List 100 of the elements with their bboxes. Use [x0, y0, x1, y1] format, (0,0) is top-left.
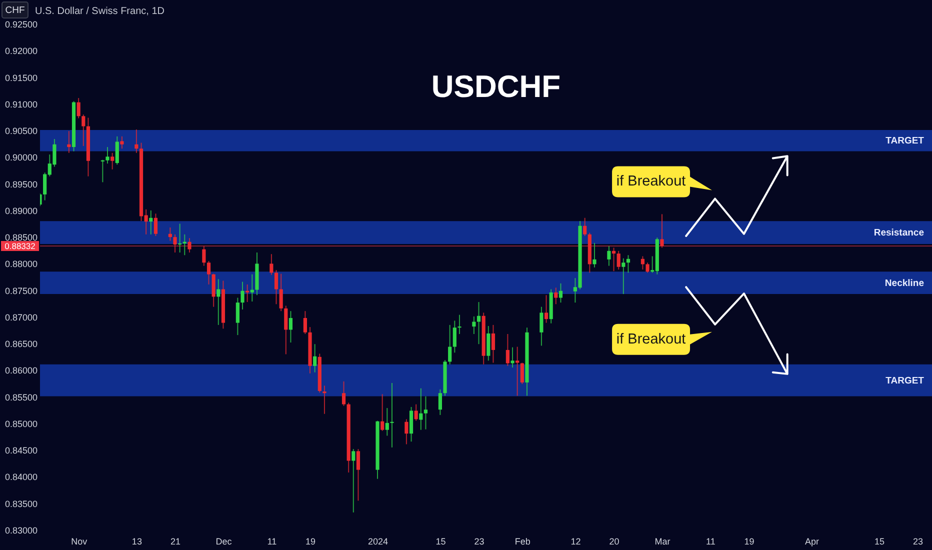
y-tick-label: 0.87000 — [4, 312, 38, 322]
y-tick-label: 0.86500 — [4, 339, 38, 350]
x-tick-label: 13 — [132, 536, 142, 546]
candlestick — [274, 270, 278, 305]
candlestick — [110, 152, 114, 170]
candlestick — [607, 246, 611, 266]
candlestick — [540, 306, 544, 346]
x-tick-label: Feb — [514, 536, 530, 546]
band-label: TARGET — [886, 136, 924, 147]
band-label: TARGET — [886, 375, 924, 386]
candlestick — [385, 408, 389, 436]
candlestick — [188, 238, 192, 253]
candlestick — [67, 130, 71, 154]
candlestick — [583, 217, 587, 236]
candlestick — [458, 314, 462, 334]
text: USDCHF — [431, 69, 561, 104]
candlestick — [516, 346, 520, 396]
x-tick-label: 19 — [306, 536, 316, 546]
candlestick — [212, 273, 216, 308]
candlestick — [246, 284, 250, 303]
chart-subtitle: U.S. Dollar / Swiss Franc, 1D — [35, 6, 164, 17]
candlestick — [419, 388, 423, 430]
candlestick — [149, 210, 153, 235]
candlestick — [240, 281, 244, 310]
candlestick — [616, 250, 620, 270]
y-tick-label: 0.83500 — [4, 498, 38, 509]
candlestick — [82, 114, 86, 146]
line-series — [685, 155, 788, 237]
line-series — [685, 286, 788, 375]
y-axis-title: CHF — [5, 5, 25, 16]
candlestick — [120, 136, 124, 150]
candlestick — [414, 404, 418, 422]
candlestick — [178, 223, 182, 253]
candlestick — [646, 262, 650, 274]
annotation: if Breakout — [616, 174, 686, 190]
candlestick — [206, 260, 211, 285]
candlestick — [322, 385, 326, 414]
x-tick-label: Apr — [804, 536, 819, 546]
x-tick-label: 11 — [706, 536, 716, 546]
candlestick — [510, 346, 514, 368]
candlestick — [236, 297, 240, 336]
candlestick — [404, 418, 408, 445]
candlestick — [202, 246, 206, 266]
candlestick — [558, 282, 563, 304]
candlestick — [76, 98, 80, 119]
candlestick — [476, 302, 481, 345]
candlestick — [486, 326, 490, 362]
y-tick-label: 0.91500 — [4, 72, 38, 83]
x-tick-label: 2024 — [368, 536, 388, 546]
candlestick — [390, 382, 394, 448]
candlestick — [506, 333, 510, 366]
candlestick — [554, 287, 558, 305]
candlestick — [250, 274, 254, 302]
x-tick-label: Nov — [71, 536, 88, 546]
y-tick-label: 0.88500 — [4, 232, 38, 243]
y-tick-label: 0.90500 — [4, 126, 38, 136]
x-tick-label: 12 — [570, 536, 581, 546]
candlestick — [472, 316, 476, 334]
candlestick — [168, 226, 172, 242]
candlestick — [182, 234, 186, 256]
candlestick — [438, 388, 442, 416]
y-tick-label: 0.87500 — [4, 286, 38, 296]
candlestick — [520, 362, 524, 385]
y-tick-label: 0.83000 — [4, 526, 38, 536]
y-tick-label: 0.89000 — [4, 206, 38, 216]
x-tick-label: 23 — [474, 536, 484, 546]
x-tick-label: Dec — [216, 536, 232, 546]
candlestick — [592, 242, 596, 268]
y-tick-label: 0.90000 — [4, 152, 38, 163]
y-tick-label: 0.89500 — [4, 179, 38, 190]
candlestick — [100, 159, 104, 183]
candlestick — [352, 448, 356, 513]
candlestick — [612, 247, 616, 272]
candlestick — [106, 146, 110, 164]
candlestick — [622, 258, 626, 295]
y-tick-label: 0.84500 — [4, 446, 38, 456]
x-tick-label: 21 — [170, 536, 181, 546]
candlestick — [452, 320, 456, 354]
candlestick — [409, 406, 414, 442]
x-tick-label: 15 — [436, 536, 446, 546]
candlestick — [313, 344, 317, 373]
candlestick — [288, 310, 293, 344]
y-tick-label: 0.86000 — [4, 366, 38, 376]
annotation: if Breakout — [616, 331, 686, 348]
candlestick — [544, 294, 548, 324]
y-tick-label: 0.91000 — [4, 99, 38, 110]
candlestick — [640, 256, 645, 270]
candlestick — [134, 128, 138, 154]
x-tick-label: 23 — [913, 536, 924, 546]
candlestick — [448, 324, 452, 365]
candlestick — [626, 254, 630, 274]
candlestick — [660, 214, 664, 248]
x-tick-label: 20 — [609, 536, 620, 546]
candlestick — [154, 213, 158, 236]
y-tick-label: 0.92500 — [4, 20, 38, 30]
candlestick — [491, 324, 496, 364]
candlestick — [424, 396, 428, 430]
candlestick — [303, 310, 307, 334]
x-tick-label: 11 — [267, 536, 277, 546]
candlestick — [115, 136, 119, 166]
